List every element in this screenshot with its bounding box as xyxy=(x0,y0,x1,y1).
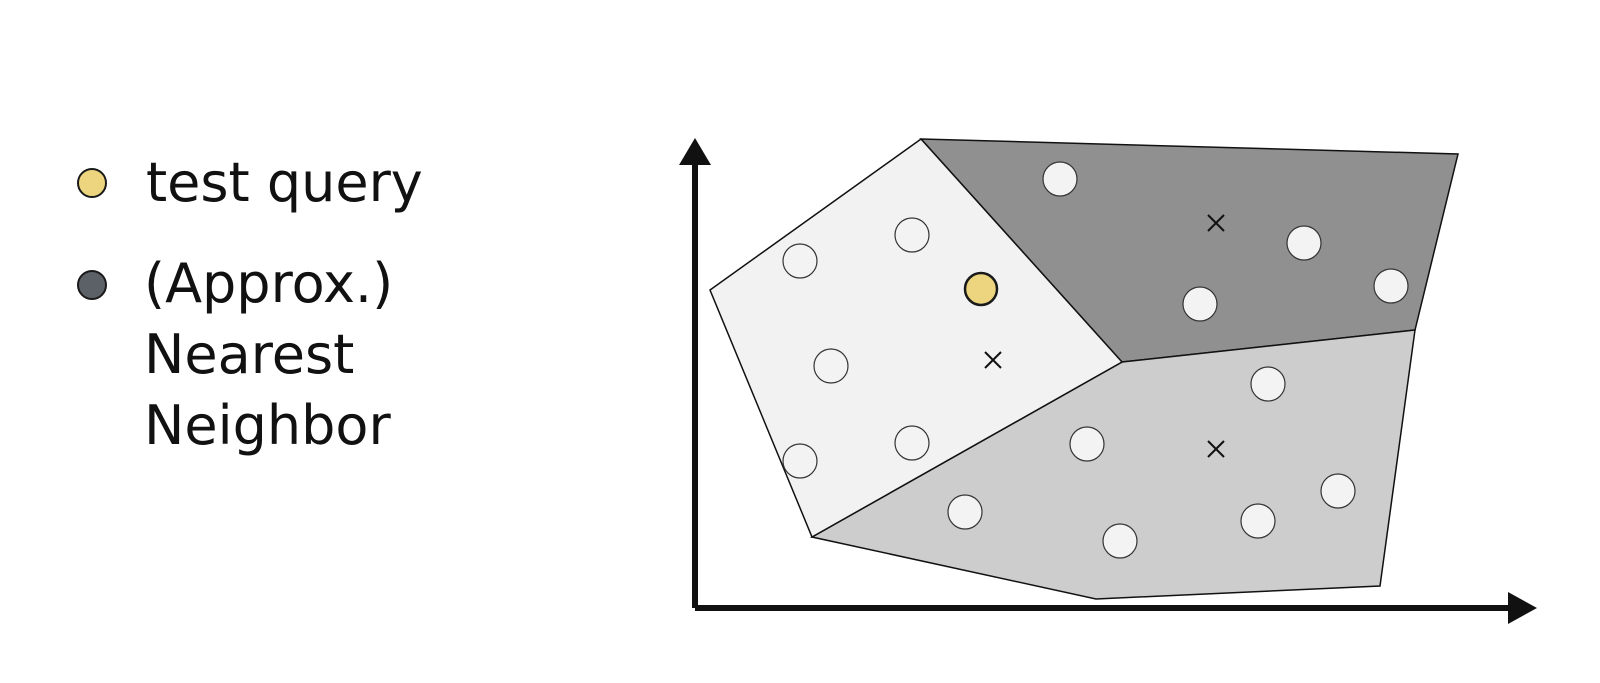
data-point-icon xyxy=(894,217,930,253)
data-point-icon xyxy=(1182,286,1218,322)
data-point-icon xyxy=(1042,161,1078,197)
voronoi-cell-light xyxy=(709,138,1124,539)
centroid-x-mark-icon xyxy=(1207,440,1225,458)
legend: test query (Approx.) Nearest Neighbor xyxy=(0,0,600,683)
test-query-legend-dot-icon xyxy=(77,168,107,198)
data-point-icon xyxy=(947,494,983,530)
data-point-icon xyxy=(1373,268,1409,304)
test-query-legend-label: test query xyxy=(146,151,423,214)
centroid-x-mark-icon xyxy=(984,351,1002,369)
data-point-icon xyxy=(1320,473,1356,509)
data-point-icon xyxy=(1069,426,1105,462)
data-point-icon xyxy=(813,348,849,384)
test-query-point-icon xyxy=(963,271,999,307)
data-point-icon xyxy=(782,243,818,279)
nearest-neighbor-legend-dot-icon xyxy=(77,270,107,300)
data-point-icon xyxy=(894,425,930,461)
data-point-icon xyxy=(1286,225,1322,261)
data-point-icon xyxy=(1102,523,1138,559)
centroid-x-mark-icon xyxy=(1207,214,1225,232)
data-point-icon xyxy=(1250,366,1286,402)
data-point-icon xyxy=(1240,503,1276,539)
nearest-neighbor-legend-label-line-3: Neighbor xyxy=(144,394,391,457)
nearest-neighbor-legend-label-line-2: Nearest xyxy=(144,323,355,386)
nearest-neighbor-legend-label-line-1: (Approx.) xyxy=(144,252,394,315)
x-axis-arrow-icon xyxy=(1508,592,1537,624)
data-point-icon xyxy=(782,443,818,479)
y-axis-arrow-icon xyxy=(679,138,711,165)
